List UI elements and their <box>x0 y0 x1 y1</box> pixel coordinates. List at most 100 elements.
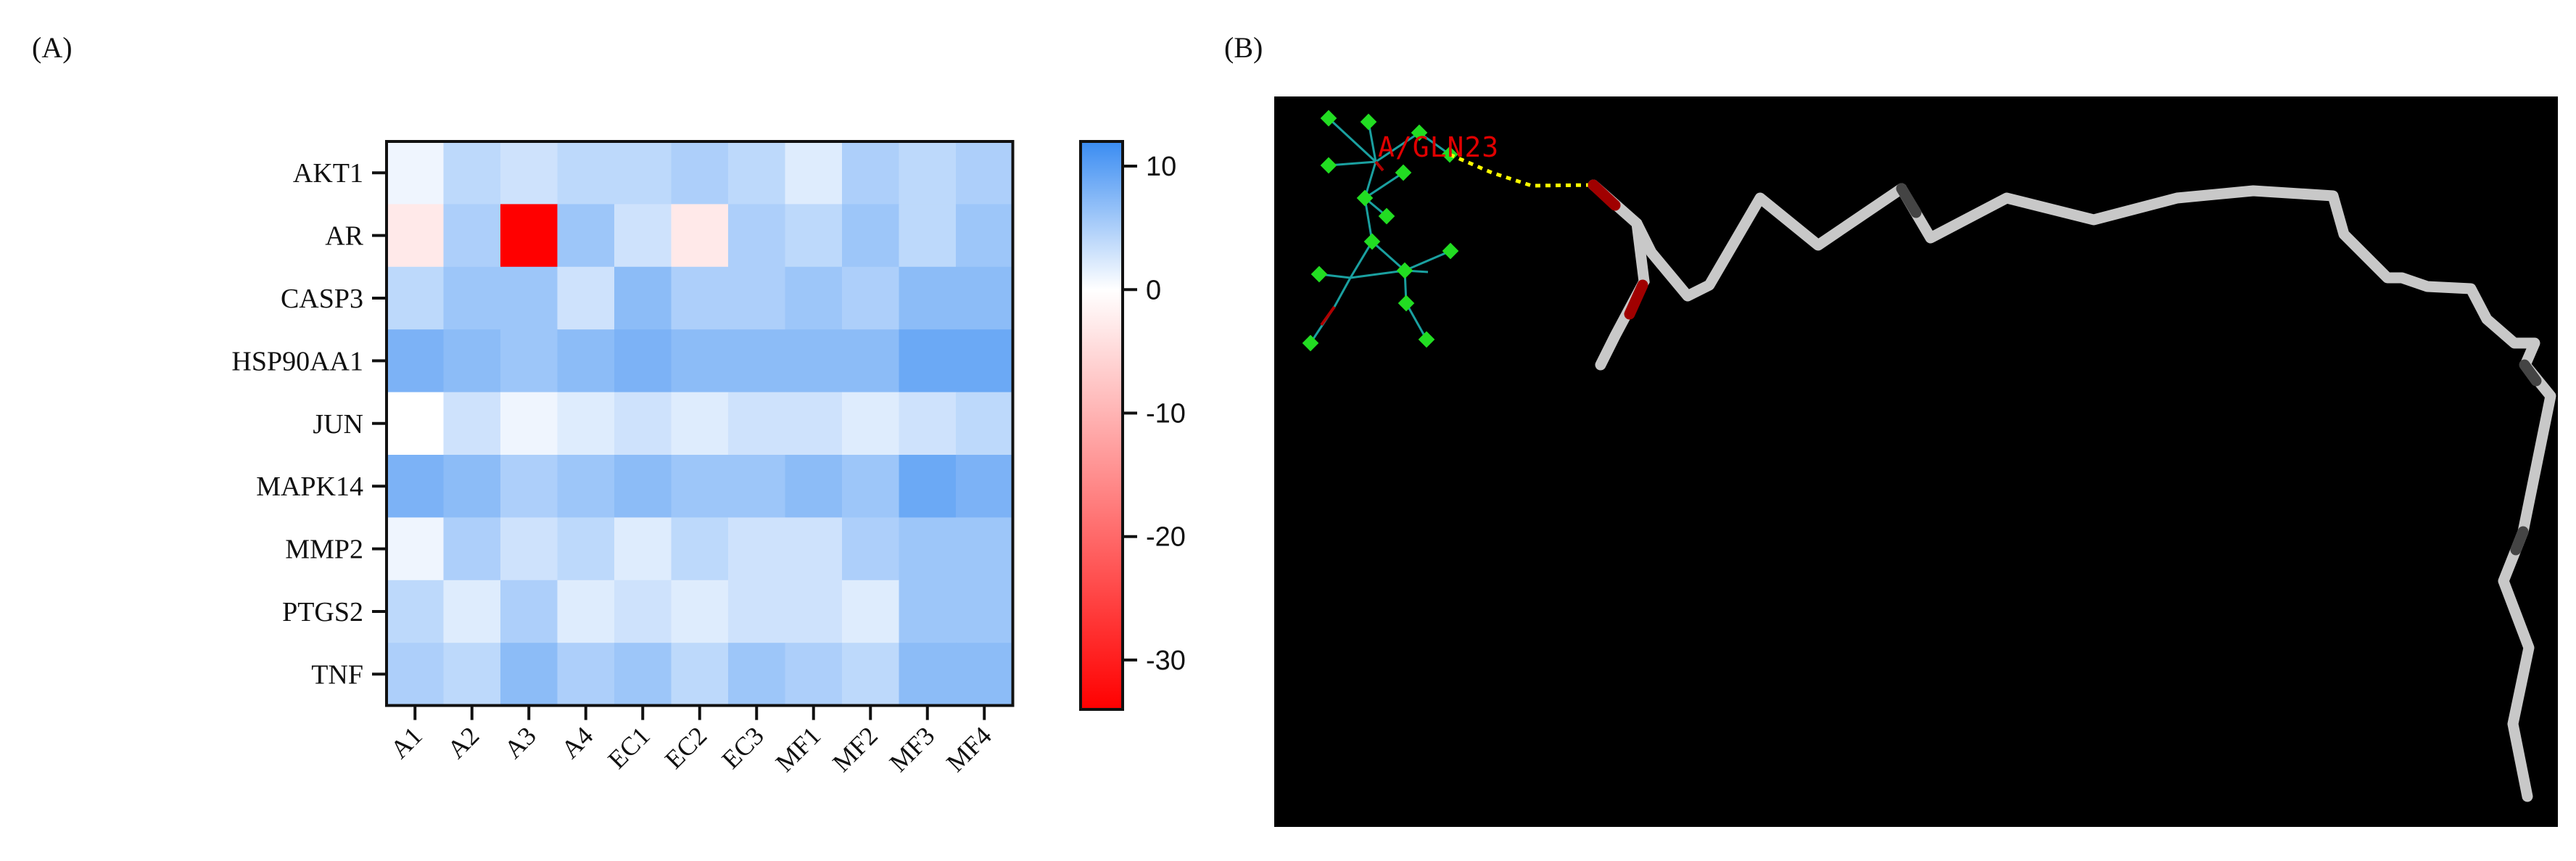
heatmap-cell <box>387 141 445 205</box>
heatmap-cell <box>500 204 558 268</box>
heatmap-cell <box>387 580 445 643</box>
heatmap-cell <box>842 455 900 518</box>
heatmap-cell <box>614 329 672 393</box>
heatmap-cell <box>956 455 1014 518</box>
heatmap-cell <box>387 643 445 706</box>
heatmap-cell <box>956 329 1014 393</box>
heatmap-cell <box>671 392 729 456</box>
heatmap-cell <box>899 455 957 518</box>
heatmap-cell <box>614 517 672 581</box>
heatmap-cell <box>500 392 558 456</box>
heatmap-cell <box>614 141 672 205</box>
heatmap-cell <box>728 266 786 330</box>
heatmap-cell <box>387 266 445 330</box>
heatmap-cell <box>671 329 729 393</box>
heatmap-cell <box>500 455 558 518</box>
heatmap-cell <box>728 329 786 393</box>
heatmap-cell <box>728 517 786 581</box>
row-label: MMP2 <box>285 535 363 565</box>
molecular-docking-view: A/GLN23 <box>1274 96 2558 827</box>
heatmap-cell <box>557 141 615 205</box>
heatmap-cell <box>956 643 1014 706</box>
heatmap-cell <box>387 517 445 581</box>
heatmap-cell <box>443 643 501 706</box>
colorbar-gradient <box>1079 140 1124 711</box>
heatmap-cells <box>387 141 1014 706</box>
colorbar-tick-label: 0 <box>1146 275 1161 305</box>
heatmap-cell <box>842 266 900 330</box>
row-label: CASP3 <box>281 284 363 314</box>
heatmap-cell <box>728 204 786 268</box>
column-label: A3 <box>499 721 542 764</box>
panel-a-label: (A) <box>32 31 73 64</box>
heatmap-cell <box>728 643 786 706</box>
heatmap-cell <box>500 580 558 643</box>
heatmap-cell <box>899 643 957 706</box>
colorbar: 10 0 -10 -20 -30 <box>1079 140 1186 711</box>
heatmap-cell <box>500 266 558 330</box>
heatmap-cell <box>671 204 729 268</box>
heatmap-cell <box>671 580 729 643</box>
heatmap-cell <box>557 329 615 393</box>
heatmap-cell <box>842 643 900 706</box>
column-label: EC3 <box>716 721 769 775</box>
column-label: A4 <box>556 721 598 764</box>
heatmap-cell <box>500 643 558 706</box>
residue-label: A/GLN23 <box>1378 131 1500 163</box>
axis-ticks <box>372 171 986 720</box>
heatmap-cell <box>956 141 1014 205</box>
heatmap-cell <box>557 455 615 518</box>
heatmap-cell <box>785 204 843 268</box>
heatmap-cell <box>443 517 501 581</box>
heatmap-cell <box>443 392 501 456</box>
row-labels: AKT1 AR CASP3 HSP90AA1 JUN MAPK14 MMP2 PTGS2 TNF <box>231 158 363 690</box>
ligand-structure <box>1302 110 2556 802</box>
row-label: PTGS2 <box>282 597 363 627</box>
heatmap-cell <box>387 329 445 393</box>
column-label: A1 <box>385 721 428 764</box>
heatmap-cell <box>728 455 786 518</box>
heatmap-cell <box>956 580 1014 643</box>
column-label: MF4 <box>941 721 997 778</box>
heatmap-cell <box>443 329 501 393</box>
column-label: EC2 <box>659 721 713 775</box>
heatmap-cell <box>443 455 501 518</box>
colorbar-tick-label: 10 <box>1146 152 1176 182</box>
heatmap-cell <box>785 580 843 643</box>
heatmap-cell <box>387 392 445 456</box>
heatmap-cell <box>899 266 957 330</box>
colorbar-ticks: 10 0 -10 -20 -30 <box>1123 152 1186 676</box>
row-label: MAPK14 <box>256 471 363 502</box>
heatmap-cell <box>671 266 729 330</box>
heatmap-cell <box>614 204 672 268</box>
heatmap-cell <box>671 455 729 518</box>
heatmap-chart: AKT1 AR CASP3 HSP90AA1 JUN MAPK14 MMP2 PTGS2 TNF… <box>231 140 1186 778</box>
row-label: TNF <box>311 659 363 690</box>
heatmap-cell <box>443 266 501 330</box>
heatmap-cell <box>956 266 1014 330</box>
heatmap-cell <box>443 204 501 268</box>
heatmap-cell <box>614 643 672 706</box>
row-label: AR <box>325 221 363 252</box>
heatmap-cell <box>728 580 786 643</box>
heatmap-cell <box>614 580 672 643</box>
heatmap-cell <box>387 455 445 518</box>
heatmap-cell <box>557 517 615 581</box>
column-label: MF3 <box>884 721 941 778</box>
heatmap-cell <box>671 141 729 205</box>
heatmap-cell <box>387 204 445 268</box>
heatmap-cell <box>785 329 843 393</box>
row-label: HSP90AA1 <box>231 346 363 376</box>
column-label: A2 <box>442 721 484 764</box>
row-label: JUN <box>313 409 363 440</box>
heatmap-cell <box>842 329 900 393</box>
heatmap-cell <box>785 266 843 330</box>
ligand-chain <box>1588 179 2556 802</box>
heatmap-cell <box>842 141 900 205</box>
heatmap-cell <box>785 141 843 205</box>
heatmap-cell <box>899 392 957 456</box>
heatmap-cell <box>785 455 843 518</box>
heatmap-cell <box>557 580 615 643</box>
heatmap-cell <box>443 141 501 205</box>
residue-oxygen <box>1320 160 1384 326</box>
